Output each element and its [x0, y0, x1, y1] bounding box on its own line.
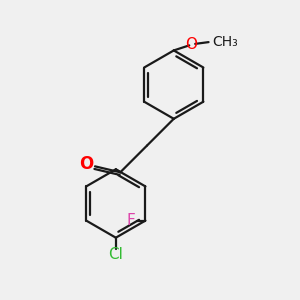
Text: CH₃: CH₃ [212, 34, 238, 49]
Text: O: O [186, 37, 198, 52]
Text: O: O [80, 155, 94, 173]
Text: F: F [126, 213, 135, 228]
Text: Cl: Cl [108, 247, 123, 262]
